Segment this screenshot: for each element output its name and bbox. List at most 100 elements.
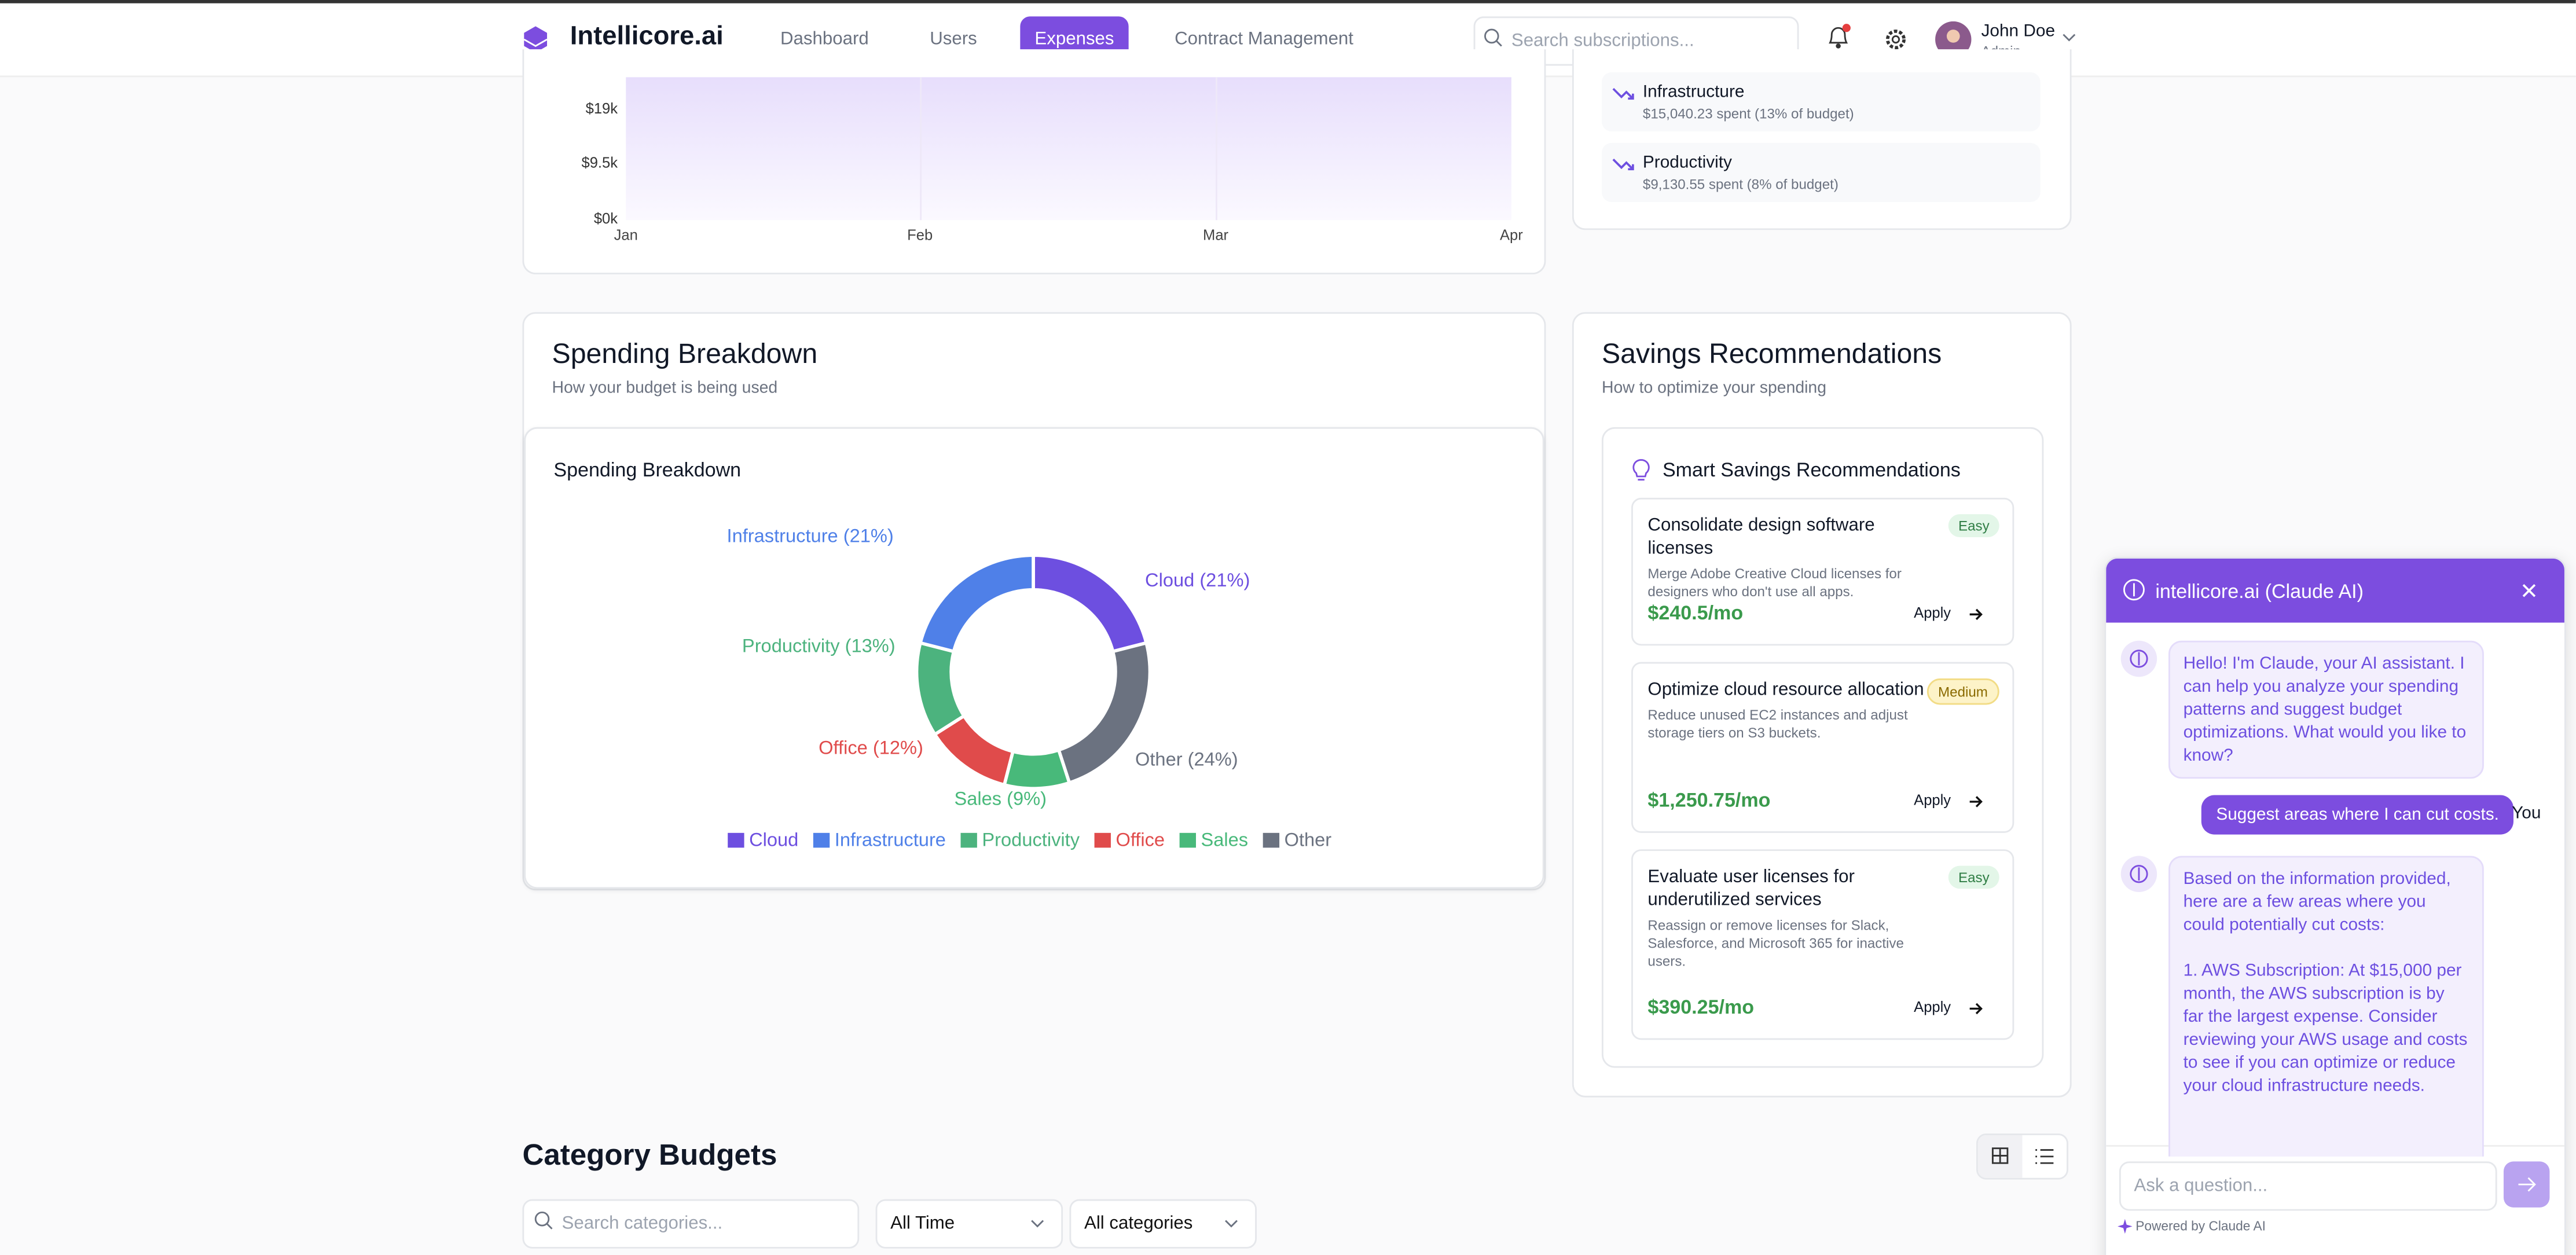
donut-segment	[1032, 553, 1148, 654]
panel-title: Smart Savings Recommendations	[1662, 458, 1961, 482]
search-placeholder: Search subscriptions...	[1511, 31, 1694, 51]
section-title: Spending Breakdown	[552, 338, 818, 370]
legend-swatch	[728, 832, 744, 848]
recommendation: Optimize cloud resource allocation Reduce…	[1631, 662, 2014, 833]
rec-title: Consolidate design software licenses	[1647, 516, 1875, 559]
legend-swatch	[1094, 832, 1111, 848]
legend-swatch	[1263, 832, 1280, 848]
segment-label: Other (24%)	[1135, 748, 1238, 770]
section-subtitle: How to optimize your spending	[1601, 379, 1827, 398]
input-placeholder: Ask a question...	[2134, 1176, 2268, 1196]
logo-icon	[523, 26, 548, 53]
segment-label: Productivity (13%)	[742, 635, 896, 656]
y-tick-label: $9.5k	[581, 154, 618, 171]
filter-value: All Time	[890, 1214, 955, 1234]
chat-close[interactable]	[2522, 583, 2537, 598]
rec-desc: Reduce unused EC2 instances and adjust s…	[1647, 706, 1908, 741]
recommendation: Evaluate user licenses for underutilized…	[1631, 849, 2014, 1040]
chat-header	[2106, 558, 2564, 623]
legend-label: Productivity	[982, 829, 1080, 850]
rec-desc: Reassign or remove licenses for Slack, S…	[1647, 916, 1904, 970]
y-tick-label: $0k	[593, 210, 618, 227]
segment-label: Sales (9%)	[954, 788, 1047, 809]
x-tick-label: Jan	[614, 226, 638, 244]
rec-amount: $240.5/mo	[1647, 601, 1744, 625]
assistant-message: Based on the information provided, here …	[2168, 856, 2484, 1157]
user-label: You	[2512, 803, 2541, 823]
nav-link[interactable]: Contract Management	[1175, 30, 1353, 50]
legend-swatch	[813, 832, 830, 848]
assistant-message: Hello! I'm Claude, your AI assistant. I …	[2168, 640, 2484, 779]
rec-badge: Easy	[1948, 514, 1999, 537]
rec-title: Evaluate user licenses for underutilized…	[1647, 867, 1855, 911]
trend-area	[626, 77, 1511, 221]
recommendation: Consolidate design software licenses Merg…	[1631, 497, 2014, 646]
chat-icon	[2123, 579, 2145, 601]
category-search[interactable]: Search categories...	[522, 1199, 860, 1249]
rec-title: Optimize cloud resource allocation	[1647, 680, 1924, 700]
chart-title: Spending Breakdown	[553, 458, 742, 482]
rec-amount: $390.25/mo	[1647, 995, 1755, 1019]
sparkle	[2118, 1219, 2133, 1234]
user-name: John Doe	[1981, 21, 2056, 41]
alert-item: Productivity $9,130.55 spent (8% of budge…	[1601, 142, 2041, 203]
alert-item: Infrastructure $15,040.23 spent (13% of b…	[1601, 72, 2041, 132]
brand: Intellicore.ai	[570, 23, 724, 51]
rec-desc: Merge Adobe Creative Cloud licenses for …	[1647, 565, 1902, 600]
assistant-avatar	[2120, 640, 2157, 677]
notifications[interactable]	[1825, 23, 1851, 53]
segment-label: Infrastructure (21%)	[727, 525, 894, 546]
avatar[interactable]	[1935, 21, 1972, 58]
legend-label: Infrastructure	[835, 829, 946, 850]
apply-button[interactable]: Apply	[1914, 791, 1951, 809]
x-tick-label: Feb	[907, 226, 933, 244]
legend-label: Office	[1115, 829, 1165, 850]
grid-view[interactable]	[1977, 1135, 2023, 1178]
rec-badge: Medium	[1927, 678, 1999, 705]
donut-chart: Cloud (21%) Other (24%) Sales (9%) Office (…	[727, 525, 1332, 850]
y-tick-label: $19k	[585, 100, 618, 117]
nav-link[interactable]: Dashboard	[780, 30, 869, 50]
list-view[interactable]	[2022, 1135, 2067, 1178]
send-button[interactable]	[2503, 1161, 2550, 1208]
x-tick-label: Apr	[1499, 226, 1523, 244]
alert-name: Productivity	[1642, 152, 1732, 173]
search-icon	[534, 1211, 553, 1230]
search-placeholder: Search categories...	[562, 1214, 723, 1234]
user-menu[interactable]	[2062, 33, 2077, 43]
user-message: Suggest areas where I can cut costs.	[2201, 795, 2514, 835]
legend-swatch	[960, 832, 977, 848]
rec-amount: $1,250.75/mo	[1647, 788, 1771, 812]
assistant-avatar	[2120, 856, 2157, 892]
legend-label: Other	[1285, 829, 1332, 850]
time-filter[interactable]: All Time	[875, 1199, 1063, 1249]
segment-label: Office (12%)	[819, 737, 923, 758]
settings[interactable]	[1884, 28, 1907, 51]
section-subtitle: How your budget is being used	[552, 379, 778, 398]
category-filter[interactable]: All categories	[1069, 1199, 1257, 1249]
alert-detail: $9,130.55 spent (8% of budget)	[1642, 175, 1839, 193]
donut-segment	[915, 641, 967, 737]
apply-button[interactable]: Apply	[1914, 604, 1951, 621]
nav-link[interactable]: Users	[930, 30, 977, 50]
chat-title: intellicore.ai (Claude AI)	[2155, 579, 2364, 603]
rec-badge: Easy	[1948, 865, 1999, 889]
legend-swatch	[1179, 832, 1197, 848]
chart-card	[524, 427, 1544, 889]
apply-button[interactable]: Apply	[1914, 999, 1951, 1015]
section-title: Savings Recommendations	[1601, 338, 1942, 370]
filter-value: All categories	[1084, 1214, 1193, 1234]
legend-label: Cloud	[749, 829, 798, 850]
x-tick-label: Mar	[1203, 226, 1229, 244]
alert-detail: $15,040.23 spent (13% of budget)	[1642, 105, 1854, 122]
assistant-message-detail: 1. AWS Subscription: At $15,000 per mont…	[2183, 961, 2468, 1096]
powered-by: Powered by Claude AI	[2135, 1219, 2266, 1234]
chat-input[interactable]: Ask a question...	[2119, 1161, 2497, 1211]
donut-segment	[918, 553, 1035, 654]
section-title: Category Budgets	[522, 1138, 777, 1172]
bulb-icon	[1632, 459, 1650, 481]
alert-name: Infrastructure	[1642, 82, 1745, 102]
donut-segment	[1002, 748, 1072, 790]
segment-label: Cloud (21%)	[1145, 569, 1250, 590]
